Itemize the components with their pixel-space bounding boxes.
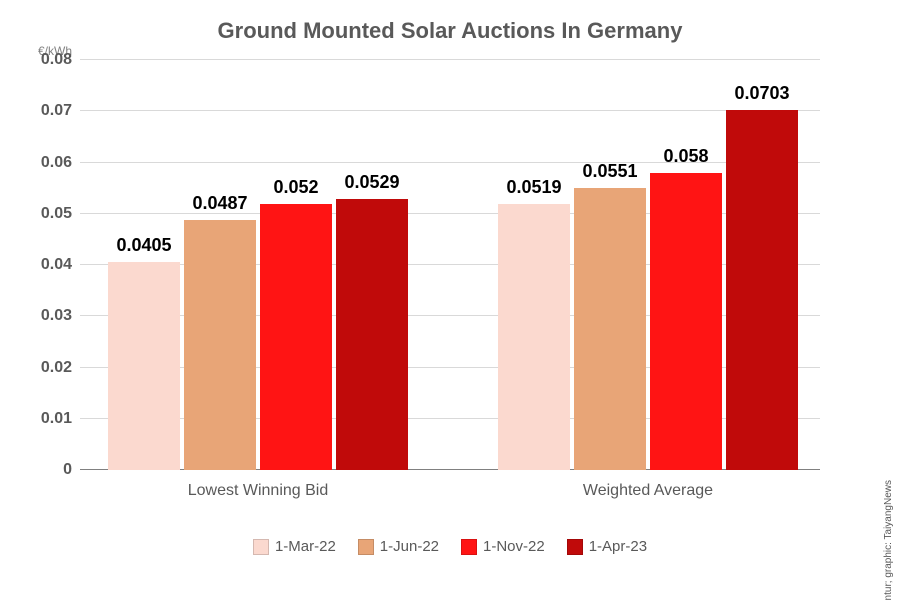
legend-item: 1-Apr-23	[567, 538, 647, 555]
y-tick-label: 0.08	[41, 51, 72, 69]
plot-area: 00.010.020.030.040.050.060.070.080.04050…	[80, 60, 820, 470]
bar: 0.0529	[336, 199, 408, 470]
bar: 0.0487	[184, 220, 256, 470]
bar: 0.0405	[108, 262, 180, 470]
bar-value-label: 0.0487	[192, 193, 247, 214]
bar-value-label: 0.0519	[506, 177, 561, 198]
bar-value-label: 0.058	[663, 146, 708, 167]
legend: 1-Mar-22 1-Jun-22 1-Nov-22 1-Apr-23	[80, 538, 820, 555]
bar-value-label: 0.0405	[116, 235, 171, 256]
bar-value-label: 0.0529	[344, 172, 399, 193]
bar: 0.058	[650, 173, 722, 470]
legend-item: 1-Mar-22	[253, 538, 336, 555]
chart-title: Ground Mounted Solar Auctions In Germany	[0, 18, 900, 44]
bar: 0.052	[260, 204, 332, 471]
legend-label: 1-Nov-22	[483, 538, 545, 555]
legend-item: 1-Nov-22	[461, 538, 545, 555]
legend-swatch	[358, 539, 374, 555]
bar: 0.0551	[574, 188, 646, 470]
legend-swatch	[461, 539, 477, 555]
bar-value-label: 0.052	[273, 177, 318, 198]
legend-label: 1-Jun-22	[380, 538, 439, 555]
y-tick-label: 0.04	[41, 256, 72, 274]
y-tick-label: 0.03	[41, 307, 72, 325]
y-tick-label: 0.07	[41, 102, 72, 120]
category-label: Lowest Winning Bid	[108, 482, 408, 500]
source-attribution: Source: Bundesnetzagentur; graphic: Taiy…	[883, 480, 894, 600]
bar-chart: Ground Mounted Solar Auctions In Germany…	[0, 0, 900, 600]
y-tick-label: 0.06	[41, 154, 72, 172]
gridline	[80, 162, 820, 163]
y-tick-label: 0.02	[41, 359, 72, 377]
y-tick-label: 0.01	[41, 410, 72, 428]
legend-label: 1-Mar-22	[275, 538, 336, 555]
legend-swatch	[567, 539, 583, 555]
gridline	[80, 59, 820, 60]
legend-label: 1-Apr-23	[589, 538, 647, 555]
legend-swatch	[253, 539, 269, 555]
gridline	[80, 110, 820, 111]
bar-value-label: 0.0551	[582, 161, 637, 182]
legend-item: 1-Jun-22	[358, 538, 439, 555]
y-tick-label: 0	[63, 461, 72, 479]
category-label: Weighted Average	[498, 482, 798, 500]
y-tick-label: 0.05	[41, 205, 72, 223]
bar: 0.0703	[726, 110, 798, 470]
bar-value-label: 0.0703	[734, 83, 789, 104]
bar: 0.0519	[498, 204, 570, 470]
